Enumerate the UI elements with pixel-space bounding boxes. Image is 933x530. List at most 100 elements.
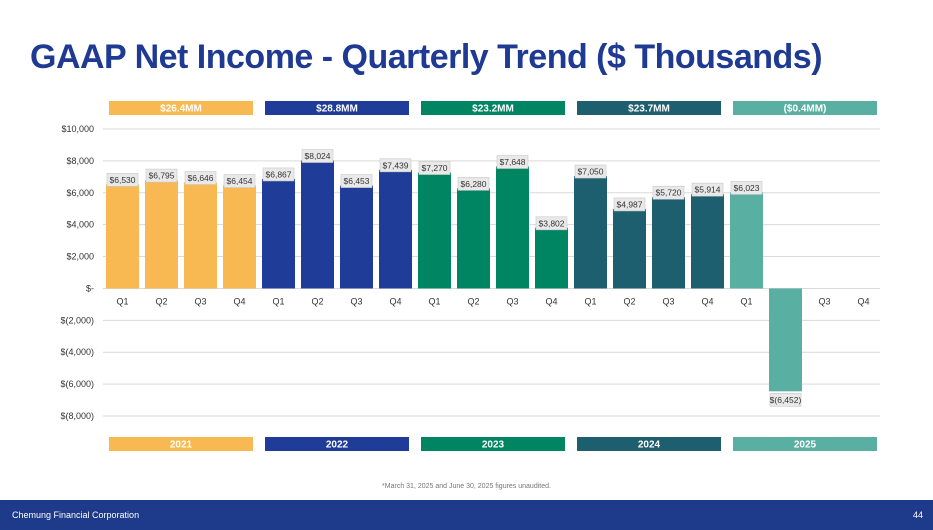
data-label: $6,454 (227, 176, 253, 186)
data-label: $7,439 (383, 160, 409, 170)
y-tick-label: $2,000 (66, 252, 94, 262)
data-label: $6,023 (734, 183, 760, 193)
x-tick-label: Q4 (545, 296, 557, 306)
y-tick-label: $8,000 (66, 156, 94, 166)
x-tick-label: Q4 (233, 296, 245, 306)
data-label: $5,720 (656, 188, 682, 198)
year-banner-2025 (733, 437, 877, 451)
data-label-box (535, 216, 568, 231)
y-tick-label: $(6,000) (60, 379, 94, 389)
bar-2021-Q4 (223, 185, 256, 289)
year-total-banner-2023 (421, 101, 565, 115)
x-tick-label: Q3 (350, 296, 362, 306)
net-income-chart: $10,000 $8,000 $6,000 $4,000 $2,000 $- $(2,000… (60, 101, 880, 451)
data-label: $(6,452) (770, 395, 802, 405)
data-label-box (457, 177, 490, 191)
bar-2022-Q2 (301, 160, 334, 289)
footer-bar: Chemung Financial Corporation 44 (0, 500, 933, 530)
y-tick-label: $- (86, 283, 94, 293)
year-label: 2022 (326, 440, 349, 451)
data-label: $6,453 (344, 176, 370, 186)
x-tick-label: Q4 (389, 296, 401, 306)
footnote: *March 31, 2025 and June 30, 2025 figure… (382, 483, 551, 490)
bar-2024-Q2 (613, 208, 646, 289)
page-title: GAAP Net Income - Quarterly Trend ($ Tho… (30, 38, 823, 76)
x-tick-label: Q2 (155, 296, 167, 306)
data-label: $7,050 (578, 167, 604, 177)
x-tick-label: Q4 (857, 296, 869, 306)
bar-2024-Q3 (652, 197, 685, 289)
x-tick-label: Q2 (623, 296, 635, 306)
year-banner-2023 (421, 437, 565, 451)
y-tick-label: $(8,000) (60, 411, 94, 421)
x-tick-label: Q1 (740, 296, 752, 306)
x-tick-label: Q1 (428, 296, 440, 306)
data-label-box (223, 174, 256, 188)
x-tick-label: Q3 (662, 296, 674, 306)
data-label-box (379, 158, 412, 173)
x-tick-label: Q1 (116, 296, 128, 306)
data-label: $4,987 (617, 199, 643, 209)
year-banner-2022 (265, 437, 409, 451)
bar-2025-Q1 (730, 192, 763, 289)
year-total-label: $28.8MM (316, 104, 358, 115)
year-banner-2021 (109, 437, 253, 451)
data-label-box (496, 155, 529, 169)
data-label-box (691, 182, 724, 197)
data-label-box (574, 164, 607, 179)
x-tick-label: Q2 (467, 296, 479, 306)
bar-2022-Q3 (340, 185, 373, 289)
data-label: $6,867 (266, 169, 292, 179)
data-label-box (769, 393, 802, 407)
x-tick-label: Q2 (311, 296, 323, 306)
data-label: $3,802 (539, 218, 565, 228)
x-tick-label: Q3 (506, 296, 518, 306)
bar-2022-Q1 (262, 178, 295, 289)
x-tick-label: Q4 (701, 296, 713, 306)
y-tick-label: $6,000 (66, 188, 94, 198)
year-total-banner-2021 (109, 101, 253, 115)
year-total-label: $23.7MM (628, 104, 670, 115)
y-tick-label: $10,000 (61, 124, 94, 134)
bar-2021-Q2 (145, 180, 178, 289)
bar-2021-Q1 (106, 184, 139, 289)
data-label: $6,795 (149, 171, 175, 181)
x-tick-label: Q3 (194, 296, 206, 306)
year-label: 2025 (794, 440, 817, 451)
x-tick-label: Q1 (272, 296, 284, 306)
data-label-box (652, 185, 685, 200)
footer-company: Chemung Financial Corporation (12, 510, 140, 520)
data-label: $5,914 (695, 185, 721, 195)
year-total-label: $23.2MM (472, 104, 514, 115)
year-label: 2023 (482, 440, 505, 451)
data-label: $7,270 (422, 163, 448, 173)
y-tick-label: $4,000 (66, 220, 94, 230)
x-tick-label: Q1 (584, 296, 596, 306)
data-label-box (106, 173, 139, 187)
bar-2021-Q3 (184, 182, 217, 289)
data-label-box (184, 171, 217, 185)
year-total-label: ($0.4MM) (784, 104, 827, 115)
data-label: $7,648 (500, 157, 526, 167)
year-total-banner-2024 (577, 101, 721, 115)
year-total-banner-2025 (733, 101, 877, 115)
data-label-box (145, 168, 178, 183)
data-label-box (262, 167, 295, 182)
year-label: 2021 (170, 440, 193, 451)
year-banner-2024 (577, 437, 721, 451)
data-label: $8,024 (305, 151, 331, 161)
bar-2023-Q4 (535, 227, 568, 289)
bar-2023-Q2 (457, 188, 490, 289)
bar-2022-Q4 (379, 169, 412, 289)
year-total-banner-2022 (265, 101, 409, 115)
y-tick-label: $(2,000) (60, 315, 94, 325)
year-label: 2024 (638, 440, 661, 451)
data-label: $6,646 (188, 173, 214, 183)
page-number: 44 (912, 510, 923, 520)
data-label: $6,280 (461, 179, 487, 189)
bar-2023-Q3 (496, 166, 529, 289)
x-tick-label: Q3 (818, 296, 830, 306)
bar-2024-Q4 (691, 194, 724, 289)
data-label-box (418, 161, 451, 175)
data-label-box (301, 149, 334, 163)
